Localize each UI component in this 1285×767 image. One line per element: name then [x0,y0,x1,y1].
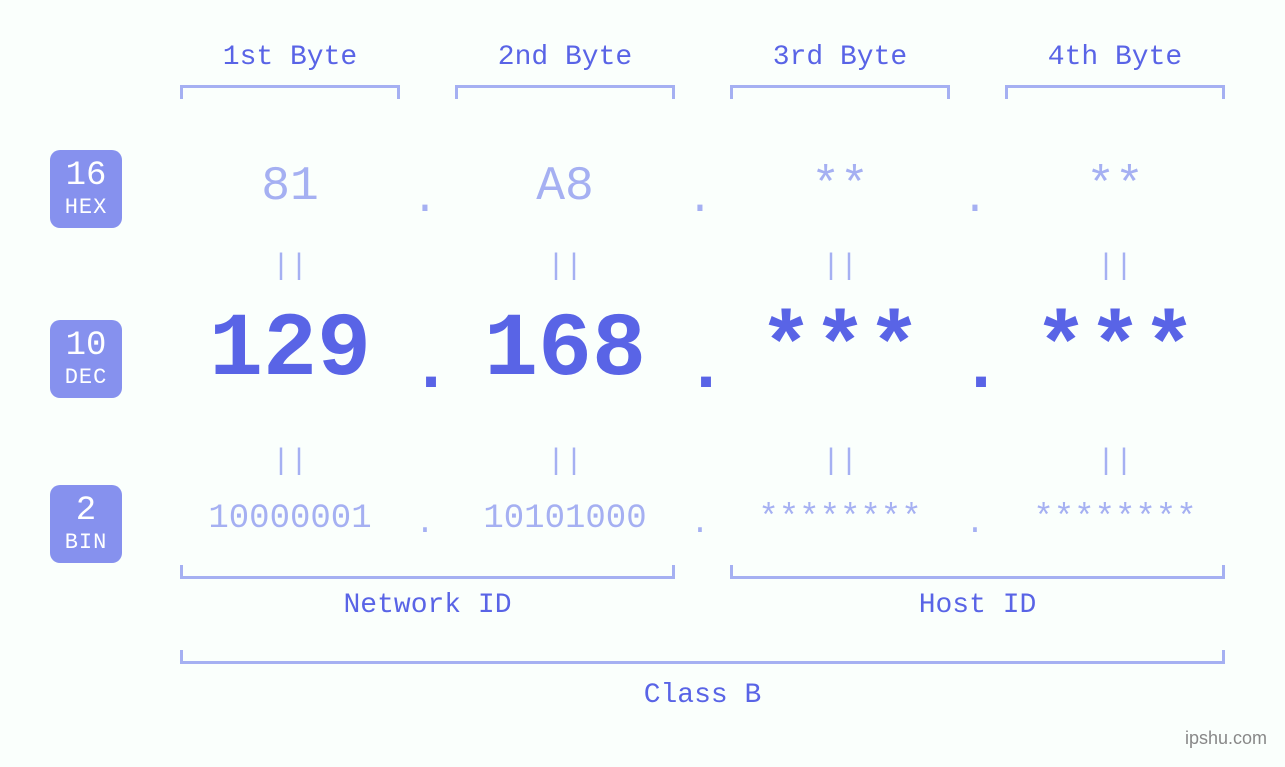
eq-2-2: || [535,445,595,479]
badge-dec-num: 10 [66,328,107,365]
hex-val-4: ** [995,160,1235,214]
byte-header-2: 2nd Byte [455,42,675,73]
badge-hex-num: 16 [66,158,107,195]
byte-bracket-4 [1005,85,1225,99]
eq-1-3: || [810,250,870,284]
eq-2-1: || [260,445,320,479]
eq-2-4: || [1085,445,1145,479]
class-label: Class B [180,680,1225,711]
byte-header-1: 1st Byte [180,42,400,73]
badge-bin: 2 BIN [50,485,122,563]
badge-bin-label: BIN [65,531,108,555]
network-label: Network ID [180,590,675,621]
bin-val-4: ******** [985,500,1245,538]
class-bracket [180,650,1225,664]
bin-val-1: 10000001 [160,500,420,538]
hex-dot-2: . [685,175,715,225]
watermark: ipshu.com [1185,728,1267,749]
network-bracket [180,565,675,579]
byte-bracket-3 [730,85,950,99]
eq-2-3: || [810,445,870,479]
hex-val-2: A8 [445,160,685,214]
eq-1-1: || [260,250,320,284]
badge-dec: 10 DEC [50,320,122,398]
hex-val-1: 81 [170,160,410,214]
byte-header-3: 3rd Byte [730,42,950,73]
hex-dot-3: . [960,175,990,225]
bin-val-2: 10101000 [435,500,695,538]
eq-1-4: || [1085,250,1145,284]
dec-val-3: *** [710,300,970,402]
dec-val-1: 129 [160,300,420,402]
bin-val-3: ******** [710,500,970,538]
host-label: Host ID [730,590,1225,621]
byte-bracket-2 [455,85,675,99]
hex-val-3: ** [720,160,960,214]
badge-bin-num: 2 [76,493,96,530]
byte-bracket-1 [180,85,400,99]
badge-hex: 16 HEX [50,150,122,228]
badge-dec-label: DEC [65,366,108,390]
dec-val-4: *** [985,300,1245,402]
byte-header-4: 4th Byte [1005,42,1225,73]
eq-1-2: || [535,250,595,284]
host-bracket [730,565,1225,579]
dec-val-2: 168 [435,300,695,402]
hex-dot-1: . [410,175,440,225]
badge-hex-label: HEX [65,196,108,220]
